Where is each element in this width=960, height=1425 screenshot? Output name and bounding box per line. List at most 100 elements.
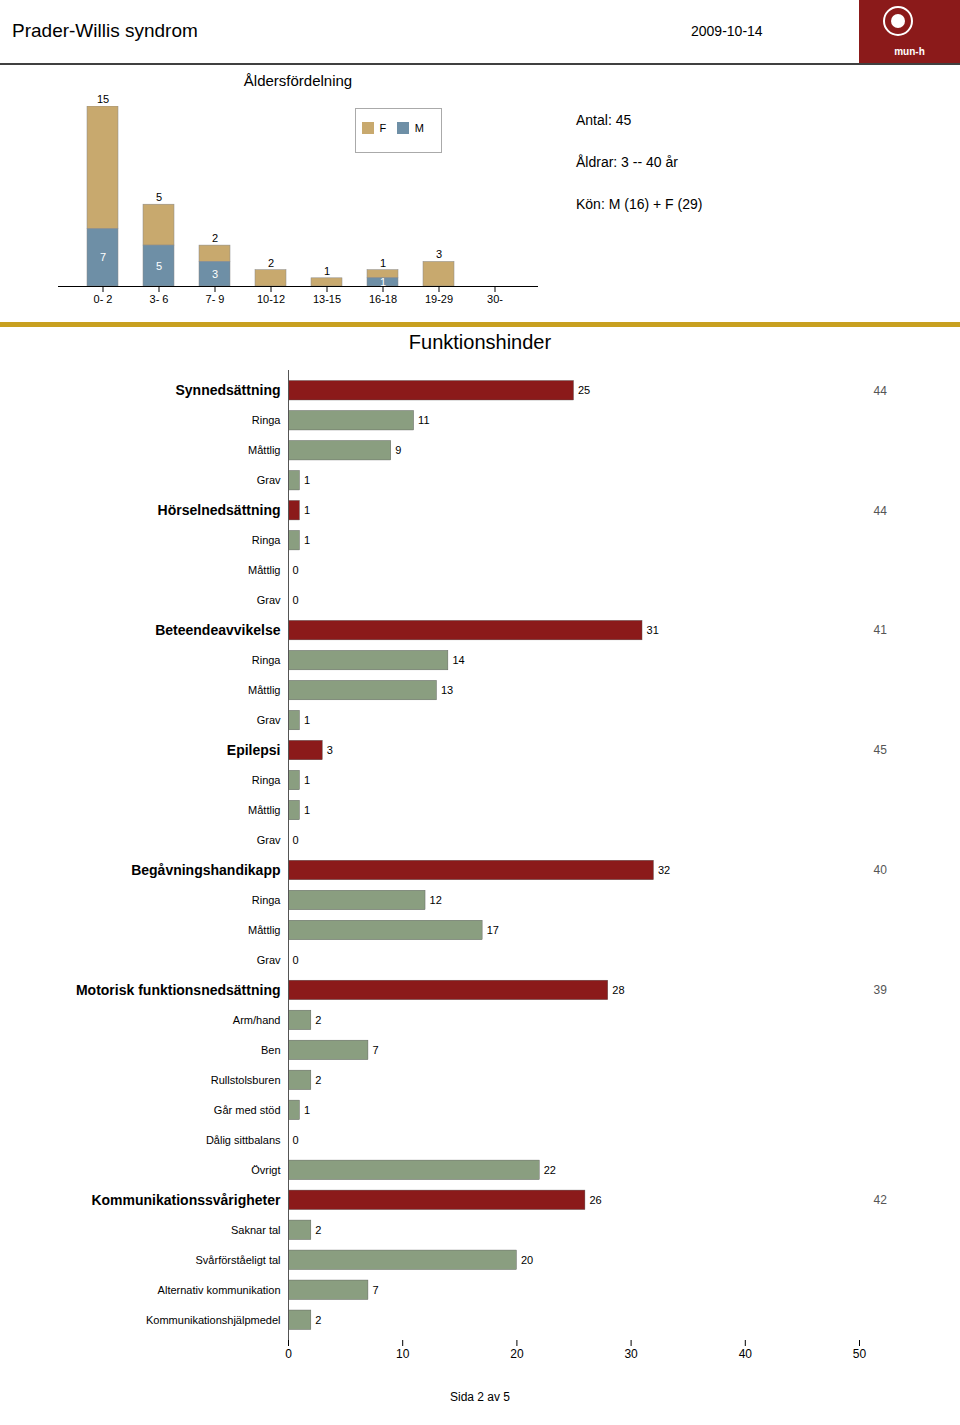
svg-text:30: 30: [624, 1347, 638, 1361]
svg-text:Grav: Grav: [257, 834, 281, 846]
svg-text:2: 2: [212, 232, 218, 244]
svg-text:Ringa: Ringa: [252, 414, 282, 426]
svg-text:50: 50: [853, 1347, 867, 1361]
svg-text:20: 20: [521, 1254, 533, 1266]
svg-text:0: 0: [293, 564, 299, 576]
svg-text:1: 1: [380, 257, 386, 269]
svg-text:40: 40: [874, 863, 888, 877]
svg-text:44: 44: [874, 384, 888, 398]
svg-text:3- 6: 3- 6: [150, 293, 169, 305]
html-text:Funktionshinder: Funktionshinder: [408, 331, 552, 353]
svg-text:Kommunikationssvårigheter: Kommunikationssvårigheter: [91, 1192, 281, 1208]
svg-text:Svårförståeligt tal: Svårförståeligt tal: [196, 1254, 281, 1266]
svg-text:19-29: 19-29: [425, 293, 453, 305]
svg-text:Övrigt: Övrigt: [251, 1164, 280, 1176]
svg-text:Ringa: Ringa: [252, 534, 282, 546]
svg-text:Grav: Grav: [257, 474, 281, 486]
svg-text:20: 20: [510, 1347, 524, 1361]
svg-text:1: 1: [324, 265, 330, 277]
svg-text:39: 39: [874, 983, 888, 997]
svg-text:9: 9: [395, 444, 401, 456]
svg-text:17: 17: [487, 924, 499, 936]
svg-text:Kommunikationshjälpmedel: Kommunikationshjälpmedel: [146, 1314, 281, 1326]
svg-text:7: 7: [372, 1284, 378, 1296]
svg-text:2: 2: [315, 1224, 321, 1236]
svg-text:1: 1: [304, 714, 310, 726]
svg-text:7: 7: [372, 1044, 378, 1056]
svg-text:Måttlig: Måttlig: [248, 804, 280, 816]
svg-text:0: 0: [293, 594, 299, 606]
svg-text:1: 1: [304, 534, 310, 546]
svg-text:10: 10: [396, 1347, 410, 1361]
svg-text:3: 3: [436, 248, 442, 260]
svg-text:2: 2: [315, 1314, 321, 1326]
svg-text:Går med stöd: Går med stöd: [214, 1104, 281, 1116]
svg-text:Grav: Grav: [257, 714, 281, 726]
svg-text:25: 25: [578, 384, 590, 396]
svg-text:Ringa: Ringa: [252, 774, 282, 786]
svg-text:Begåvningshandikapp: Begåvningshandikapp: [131, 862, 280, 878]
svg-text:1: 1: [304, 504, 310, 516]
svg-text:5: 5: [156, 191, 162, 203]
svg-text:Rullstolsburen: Rullstolsburen: [211, 1074, 281, 1086]
svg-text:22: 22: [544, 1164, 556, 1176]
svg-text:0: 0: [293, 954, 299, 966]
svg-text:Beteendeavvikelse: Beteendeavvikelse: [155, 622, 281, 638]
svg-text:Hörselnedsättning: Hörselnedsättning: [158, 502, 281, 518]
svg-text:42: 42: [874, 1193, 888, 1207]
svg-text:Grav: Grav: [257, 954, 281, 966]
svg-text:3: 3: [327, 744, 333, 756]
svg-text:2: 2: [315, 1014, 321, 1026]
svg-text:40: 40: [739, 1347, 753, 1361]
svg-text:Dålig sittbalans: Dålig sittbalans: [206, 1134, 281, 1146]
svg-text:11: 11: [418, 414, 429, 426]
svg-text:26: 26: [589, 1194, 601, 1206]
svg-text:13-15: 13-15: [313, 293, 341, 305]
html-text:2009-10-14: 2009-10-14: [691, 23, 763, 39]
svg-text:1: 1: [380, 276, 386, 288]
svg-text:31: 31: [647, 624, 659, 636]
svg-text:Måttlig: Måttlig: [248, 924, 280, 936]
svg-text:1: 1: [304, 1104, 310, 1116]
svg-text:7- 9: 7- 9: [206, 293, 225, 305]
svg-text:14: 14: [452, 654, 464, 666]
svg-text:45: 45: [874, 743, 888, 757]
svg-text:15: 15: [97, 94, 109, 105]
svg-text:32: 32: [658, 864, 670, 876]
svg-text:Arm/hand: Arm/hand: [233, 1014, 281, 1026]
svg-text:1: 1: [304, 804, 310, 816]
svg-text:13: 13: [441, 684, 453, 696]
svg-text:12: 12: [430, 894, 442, 906]
svg-text:Epilepsi: Epilepsi: [227, 742, 281, 758]
svg-text:Måttlig: Måttlig: [248, 564, 280, 576]
svg-text:2: 2: [268, 257, 274, 269]
svg-text:1: 1: [304, 474, 310, 486]
svg-text:Måttlig: Måttlig: [248, 684, 280, 696]
svg-text:41: 41: [874, 623, 888, 637]
svg-text:5: 5: [156, 260, 162, 272]
svg-text:Grav: Grav: [257, 594, 281, 606]
svg-text:0- 2: 0- 2: [94, 293, 113, 305]
html-text:Prader-Willis syndrom: Prader-Willis syndrom: [12, 20, 198, 41]
svg-text:Motorisk funktionsnedsättning: Motorisk funktionsnedsättning: [76, 982, 281, 998]
svg-text:0: 0: [293, 834, 299, 846]
svg-text:Ringa: Ringa: [252, 654, 282, 666]
svg-text:44: 44: [874, 504, 888, 518]
svg-text:3: 3: [212, 268, 218, 280]
svg-text:10-12: 10-12: [257, 293, 285, 305]
svg-text:1: 1: [304, 774, 310, 786]
svg-text:Ringa: Ringa: [252, 894, 282, 906]
svg-text:7: 7: [100, 251, 106, 263]
svg-text:Saknar tal: Saknar tal: [231, 1224, 281, 1236]
svg-text:2: 2: [315, 1074, 321, 1086]
svg-text:0: 0: [293, 1134, 299, 1146]
svg-text:Ben: Ben: [261, 1044, 281, 1056]
svg-text:Synnedsättning: Synnedsättning: [175, 382, 280, 398]
svg-text:30-: 30-: [487, 293, 503, 305]
svg-text:0: 0: [285, 1347, 292, 1361]
svg-text:28: 28: [612, 984, 624, 996]
svg-text:Alternativ kommunikation: Alternativ kommunikation: [158, 1284, 281, 1296]
html-text:Åldersfördelning: Åldersfördelning: [243, 72, 353, 89]
svg-text:16-18: 16-18: [369, 293, 397, 305]
svg-text:Måttlig: Måttlig: [248, 444, 280, 456]
